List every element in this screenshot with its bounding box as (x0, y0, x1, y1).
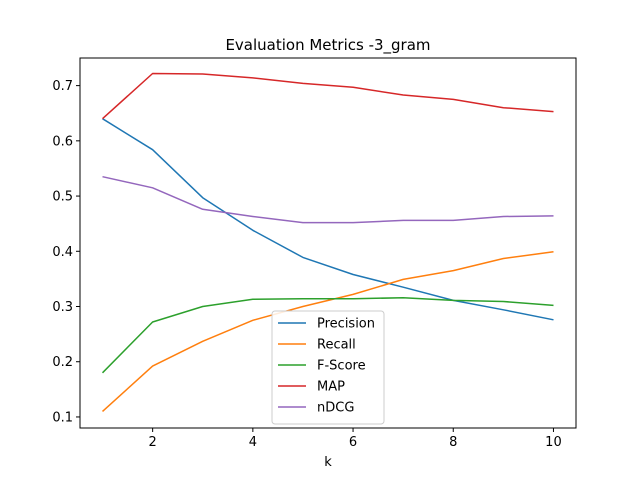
plot-frame (79, 57, 577, 429)
y-tick-label: 0.1 (52, 410, 73, 425)
legend-label: MAP (317, 380, 345, 395)
x-tick-label: 10 (545, 435, 562, 450)
series-line-map (101, 72, 554, 120)
legend-label: Recall (317, 338, 356, 353)
y-tick-label: 0.5 (52, 190, 73, 205)
y-tick-label: 0.3 (52, 300, 73, 315)
series-layer (101, 72, 554, 412)
x-tick-label: 8 (449, 435, 457, 450)
y-tick-label: 0.4 (52, 245, 73, 260)
x-axis-label: k (324, 455, 332, 470)
legend-label: nDCG (317, 401, 354, 416)
x-axis: 2 4 6 8 10 (149, 428, 562, 450)
legend-label: Precision (317, 317, 375, 332)
legend: Precision Recall F-Score MAP nDCG (271, 310, 385, 425)
chart-title: Evaluation Metrics -3_gram (225, 36, 430, 55)
legend-label: F-Score (317, 359, 366, 374)
y-tick-label: 0.2 (52, 355, 73, 370)
x-tick-label: 2 (149, 435, 157, 450)
x-tick-label: 6 (349, 435, 357, 450)
series-line-recall (101, 251, 554, 412)
legend-box (271, 310, 385, 425)
x-tick-label: 4 (249, 435, 257, 450)
y-axis: 0.1 0.2 0.3 0.4 0.5 0.6 0.7 (52, 79, 80, 425)
y-tick-label: 0.6 (52, 134, 73, 149)
series-line-precision (102, 118, 554, 321)
series-line-ndcg (102, 175, 554, 224)
series-line-f-score (101, 296, 554, 374)
y-tick-label: 0.7 (52, 79, 73, 94)
